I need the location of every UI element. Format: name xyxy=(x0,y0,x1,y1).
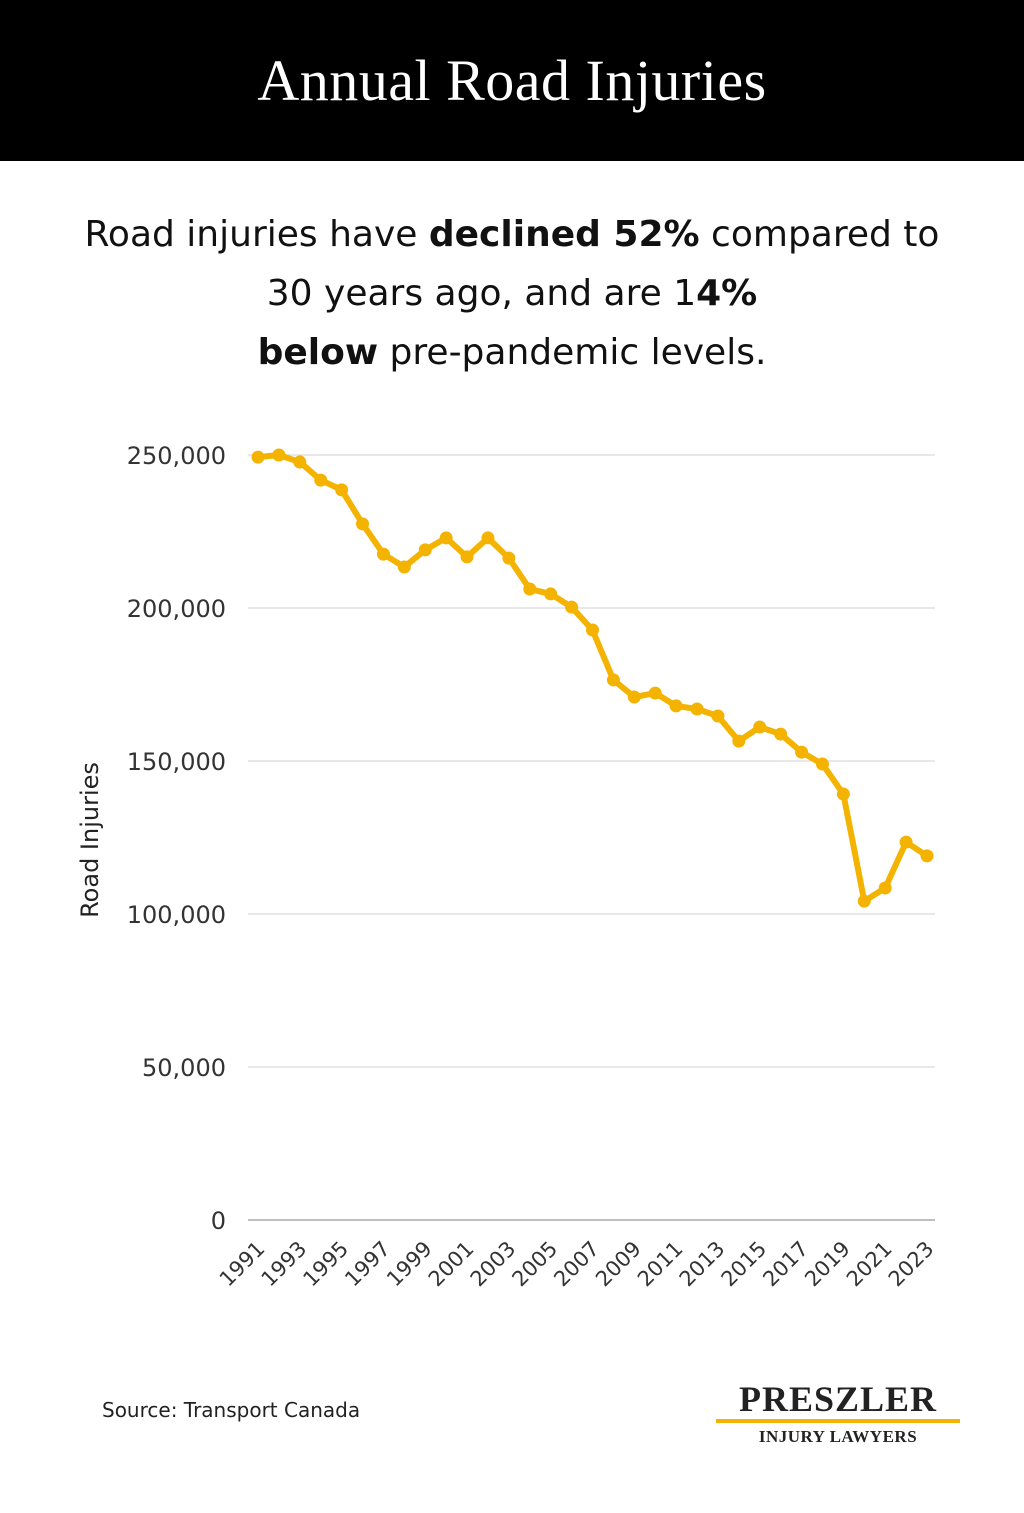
x-tick-label: 2001 xyxy=(424,1237,479,1292)
logo-accent-bar xyxy=(716,1419,960,1423)
y-tick-label: 150,000 xyxy=(127,748,226,776)
data-point xyxy=(606,673,620,687)
data-point xyxy=(523,582,537,596)
y-tick-label: 250,000 xyxy=(127,442,226,470)
x-tick-label: 2013 xyxy=(675,1237,730,1292)
subtitle-highlight: 4% xyxy=(696,273,758,314)
y-tick-label: 0 xyxy=(211,1207,226,1235)
data-point xyxy=(711,709,725,723)
data-point xyxy=(544,587,558,601)
data-point xyxy=(251,450,265,464)
title-banner: Annual Road Injuries xyxy=(0,0,1024,161)
subtitle-text: pre-pandemic levels. xyxy=(378,332,767,373)
x-tick-label: 2009 xyxy=(591,1237,646,1292)
data-point xyxy=(774,727,788,741)
x-tick-label: 2005 xyxy=(507,1237,562,1292)
data-point xyxy=(836,787,850,801)
data-point xyxy=(418,543,432,557)
page-title: Annual Road Injuries xyxy=(257,48,767,113)
data-point xyxy=(753,720,767,734)
subtitle-text: compared to 30 years ago, and are 1 xyxy=(266,214,940,314)
logo-tagline: INJURY LAWYERS xyxy=(758,1427,918,1446)
x-tick-label: 2015 xyxy=(717,1237,772,1292)
data-point xyxy=(376,547,390,561)
data-point xyxy=(857,894,871,908)
y-tick-label: 200,000 xyxy=(127,595,226,623)
data-point xyxy=(669,699,683,713)
chart-subtitle: Road injuries have declined 52% compared… xyxy=(60,205,964,382)
y-axis-label: Road Injuries xyxy=(76,762,104,918)
data-point xyxy=(481,531,495,545)
y-tick-label: 50,000 xyxy=(142,1054,226,1082)
subtitle-highlight: below xyxy=(257,332,379,373)
data-point xyxy=(460,550,474,564)
x-tick-label: 2017 xyxy=(758,1237,813,1292)
data-point xyxy=(314,473,328,487)
data-point xyxy=(565,600,579,614)
logo-name: PRESZLER xyxy=(738,1379,938,1419)
data-point xyxy=(335,483,349,497)
x-tick-label: 2007 xyxy=(549,1237,604,1292)
data-point xyxy=(795,745,809,759)
source-note: Source: Transport Canada xyxy=(102,1398,361,1422)
data-point xyxy=(732,734,746,748)
data-point xyxy=(356,517,370,531)
x-tick-label: 1993 xyxy=(257,1237,312,1292)
subtitle-text: Road injuries have xyxy=(84,214,429,255)
data-point xyxy=(586,623,599,637)
data-point xyxy=(899,835,913,849)
x-tick-label: 1995 xyxy=(298,1237,353,1292)
x-tick-label: 2021 xyxy=(842,1237,897,1292)
subtitle-highlight: declined 52% xyxy=(428,214,700,255)
x-tick-label: 1991 xyxy=(215,1237,270,1292)
data-point xyxy=(690,702,704,716)
data-point xyxy=(397,560,411,574)
x-tick-label: 2011 xyxy=(633,1237,688,1292)
company-logo: PRESZLER INJURY LAWYERS xyxy=(716,1380,960,1447)
x-tick-label: 1999 xyxy=(382,1237,437,1292)
data-point xyxy=(272,448,286,462)
data-point xyxy=(920,849,934,863)
data-point xyxy=(502,551,516,565)
data-point xyxy=(815,757,829,771)
data-point xyxy=(648,686,662,700)
x-tick-label: 1997 xyxy=(340,1237,395,1292)
data-point xyxy=(627,690,641,704)
data-point xyxy=(878,881,892,895)
x-tick-label: 2023 xyxy=(884,1237,939,1292)
data-point xyxy=(293,455,307,469)
x-tick-label: 2003 xyxy=(466,1237,521,1292)
y-tick-label: 100,000 xyxy=(127,901,226,929)
line-chart: 050,000100,000150,000200,000250,00019911… xyxy=(76,442,939,1292)
x-tick-label: 2019 xyxy=(800,1237,855,1292)
data-point xyxy=(439,531,453,545)
